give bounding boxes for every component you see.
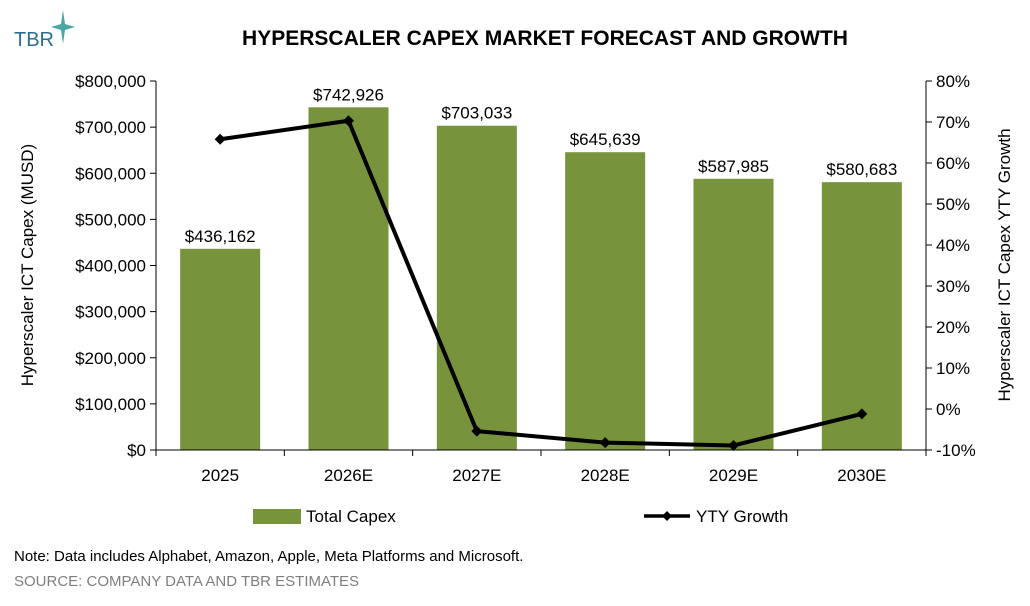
tbr-logo: TBR: [14, 10, 75, 51]
y-tick-label: $0: [127, 441, 146, 460]
logo-text: TBR: [14, 29, 54, 51]
y-tick-label: $100,000: [75, 395, 146, 414]
bar-data-label: $703,033: [441, 104, 512, 123]
bar: [693, 178, 774, 450]
growth-point-marker: [599, 437, 611, 449]
y2-tick-label: 70%: [936, 113, 970, 132]
y-tick-label: $300,000: [75, 303, 146, 322]
y2-tick-label: -10%: [936, 441, 976, 460]
bar-data-label: $742,926: [313, 85, 384, 104]
legend-marker-yty-growth: [662, 511, 672, 521]
chart-source: SOURCE: COMPANY DATA AND TBR ESTIMATES: [14, 573, 359, 590]
bar-data-label: $436,162: [185, 227, 256, 246]
legend-swatch-total-capex: [253, 509, 301, 524]
y-tick-label: $500,000: [75, 210, 146, 229]
bar-data-label: $587,985: [698, 157, 769, 176]
legend-label-yty-growth: YTY Growth: [696, 507, 788, 526]
y2-axis-title: Hyperscaler ICT Capex YTY Growth: [995, 128, 1014, 401]
x-tick-label: 2027E: [452, 466, 501, 485]
y-tick-label: $600,000: [75, 164, 146, 183]
x-tick-label: 2026E: [324, 466, 373, 485]
bar: [565, 152, 646, 450]
growth-point-marker: [343, 115, 354, 127]
chart-title: HYPERSCALER CAPEX MARKET FORECAST AND GR…: [242, 27, 848, 50]
legend: Total Capex YTY Growth: [253, 507, 788, 526]
chart-note: Note: Data includes Alphabet, Amazon, Ap…: [14, 548, 523, 565]
y2-tick-label: 60%: [936, 154, 970, 173]
y2-tick-label: 80%: [936, 72, 970, 91]
y-tick-label: $200,000: [75, 349, 146, 368]
y-tick-label: $700,000: [75, 118, 146, 137]
bar: [308, 107, 389, 451]
growth-point-marker: [471, 425, 483, 437]
legend-label-total-capex: Total Capex: [306, 507, 396, 526]
growth-point-marker: [214, 133, 226, 145]
x-tick-label: 2030E: [837, 466, 886, 485]
y2-tick-label: 10%: [936, 359, 970, 378]
plot-area: $436,162 $742,926 $703,033 $645,639 $587,985…: [75, 72, 976, 485]
bar-data-label: $645,639: [570, 130, 641, 149]
growth-point-marker: [728, 439, 739, 451]
growth-point-marker: [856, 408, 868, 420]
bar: [821, 182, 902, 450]
y2-tick-label: 20%: [936, 318, 970, 337]
y-axis-title: Hyperscaler ICT Capex (MUSD): [18, 144, 37, 386]
logo-star-icon: [51, 10, 75, 44]
x-tick-label: 2025: [201, 466, 239, 485]
y2-tick-label: 40%: [936, 236, 970, 255]
y-tick-label: $800,000: [75, 72, 146, 91]
y-tick-label: $400,000: [75, 257, 146, 276]
bar: [180, 248, 261, 450]
y2-tick-label: 0%: [936, 400, 961, 419]
y2-tick-label: 50%: [936, 195, 970, 214]
x-tick-label: 2028E: [581, 466, 630, 485]
x-tick-label: 2029E: [709, 466, 758, 485]
y2-tick-label: 30%: [936, 277, 970, 296]
bar: [436, 125, 517, 451]
growth-line: [219, 118, 863, 448]
bar-data-label: $580,683: [826, 160, 897, 179]
